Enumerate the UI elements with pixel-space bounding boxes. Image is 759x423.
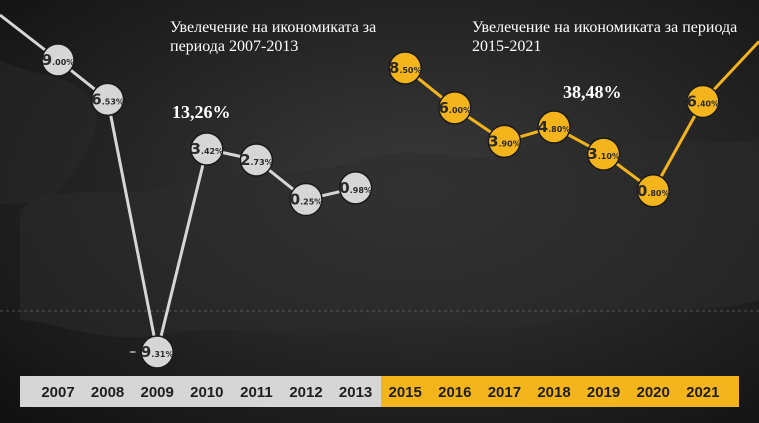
- data-point: 3.42%: [190, 132, 224, 166]
- data-point: 3.10%: [586, 137, 621, 171]
- data-point: 6.00%: [438, 91, 472, 125]
- series-points: 9.00% 6.53% 9.31%– 3.42% 2.73% 0.25% 0.98% 8.50…: [41, 43, 720, 369]
- data-point: 2.73%: [239, 143, 274, 177]
- data-point: 6.40%: [686, 84, 720, 119]
- x-tick-label: 2011: [240, 384, 273, 401]
- data-point-marker: [90, 82, 125, 117]
- data-point: 0.98%: [338, 171, 373, 205]
- data-point-label: 3.42%: [190, 140, 223, 158]
- data-point: 0.25%: [289, 182, 323, 217]
- x-tick-label: 2009: [141, 384, 174, 401]
- x-tick-label: 2016: [438, 384, 471, 401]
- x-tick-label: 2010: [190, 384, 223, 401]
- data-point: 9.31%–: [129, 335, 174, 369]
- data-point-marker: [487, 124, 522, 159]
- data-point: 4.80%: [537, 110, 571, 144]
- data-point: 6.53%: [90, 82, 125, 117]
- data-point-marker: [388, 51, 422, 85]
- data-point: 8.50%: [388, 51, 422, 85]
- x-tick-label: 2019: [587, 384, 620, 401]
- data-point-marker: [338, 171, 373, 205]
- data-point: 3.90%: [487, 124, 522, 159]
- x-tick-label: 2020: [637, 384, 670, 401]
- period1-value-wrap: 13,26%: [172, 103, 231, 123]
- data-point-label: 6.53%: [91, 90, 124, 108]
- x-tick-label: 2015: [389, 384, 422, 401]
- x-tick-label: 2008: [91, 384, 124, 401]
- data-point-label: 2.73%: [240, 151, 273, 169]
- data-point-label: 6.00%: [438, 99, 471, 117]
- data-point-label: 0.98%: [339, 179, 372, 197]
- data-point-sign: –: [129, 344, 136, 360]
- x-tick-label: 2007: [41, 384, 74, 401]
- data-point-label: 8.50%: [389, 59, 422, 77]
- period2-value: 38,48%: [563, 82, 622, 102]
- data-point: 0.80%: [636, 174, 670, 208]
- data-point-label: 3.90%: [488, 132, 521, 150]
- map-silhouette-west: [0, 60, 97, 205]
- period2-annotation: Увелечение на икономиката за периода 201…: [472, 18, 742, 56]
- data-point-marker: [41, 43, 75, 77]
- x-tick-label: 2017: [488, 384, 521, 401]
- axis-band-period1: [20, 376, 381, 407]
- data-point-marker: [190, 132, 224, 166]
- data-point-marker: [140, 335, 174, 369]
- x-tick-label: 2013: [339, 384, 372, 401]
- data-point-label: 4.80%: [538, 118, 571, 136]
- data-point-marker: [636, 174, 670, 208]
- data-point-label: 9.00%: [42, 51, 75, 69]
- data-point-label: 0.25%: [290, 191, 323, 209]
- period1-annotation: Увелечение на икономиката за периода 200…: [170, 18, 380, 56]
- period1-value: 13,26%: [172, 102, 231, 122]
- map-silhouette: [20, 138, 759, 338]
- data-point-marker: [438, 91, 472, 125]
- data-point-label: 0.80%: [637, 182, 670, 200]
- data-point-marker: [239, 143, 274, 177]
- x-tick-label: 2012: [289, 384, 322, 401]
- period2-value-wrap: 38,48%: [563, 83, 622, 103]
- data-point-marker: [586, 137, 621, 171]
- data-point-label: 6.40%: [686, 92, 719, 110]
- data-point-marker: [686, 84, 720, 119]
- data-point-label: 9.31%: [141, 343, 174, 361]
- data-point-marker: [537, 110, 571, 144]
- data-point-marker: [289, 182, 323, 217]
- x-axis-ticks: 2007 2008 2009 2010 2011 2012 2013 2015 2016 2017…: [41, 384, 719, 401]
- x-tick-label: 2018: [537, 384, 570, 401]
- x-tick-label: 2021: [686, 384, 719, 401]
- data-point: 9.00%: [41, 43, 75, 77]
- period2-label: Увелечение на икономиката за периода 201…: [472, 19, 738, 55]
- data-point-label: 3.10%: [587, 145, 620, 163]
- period1-label: Увелечение на икономиката за периода 200…: [170, 19, 377, 55]
- axis-band-period2: [381, 376, 739, 407]
